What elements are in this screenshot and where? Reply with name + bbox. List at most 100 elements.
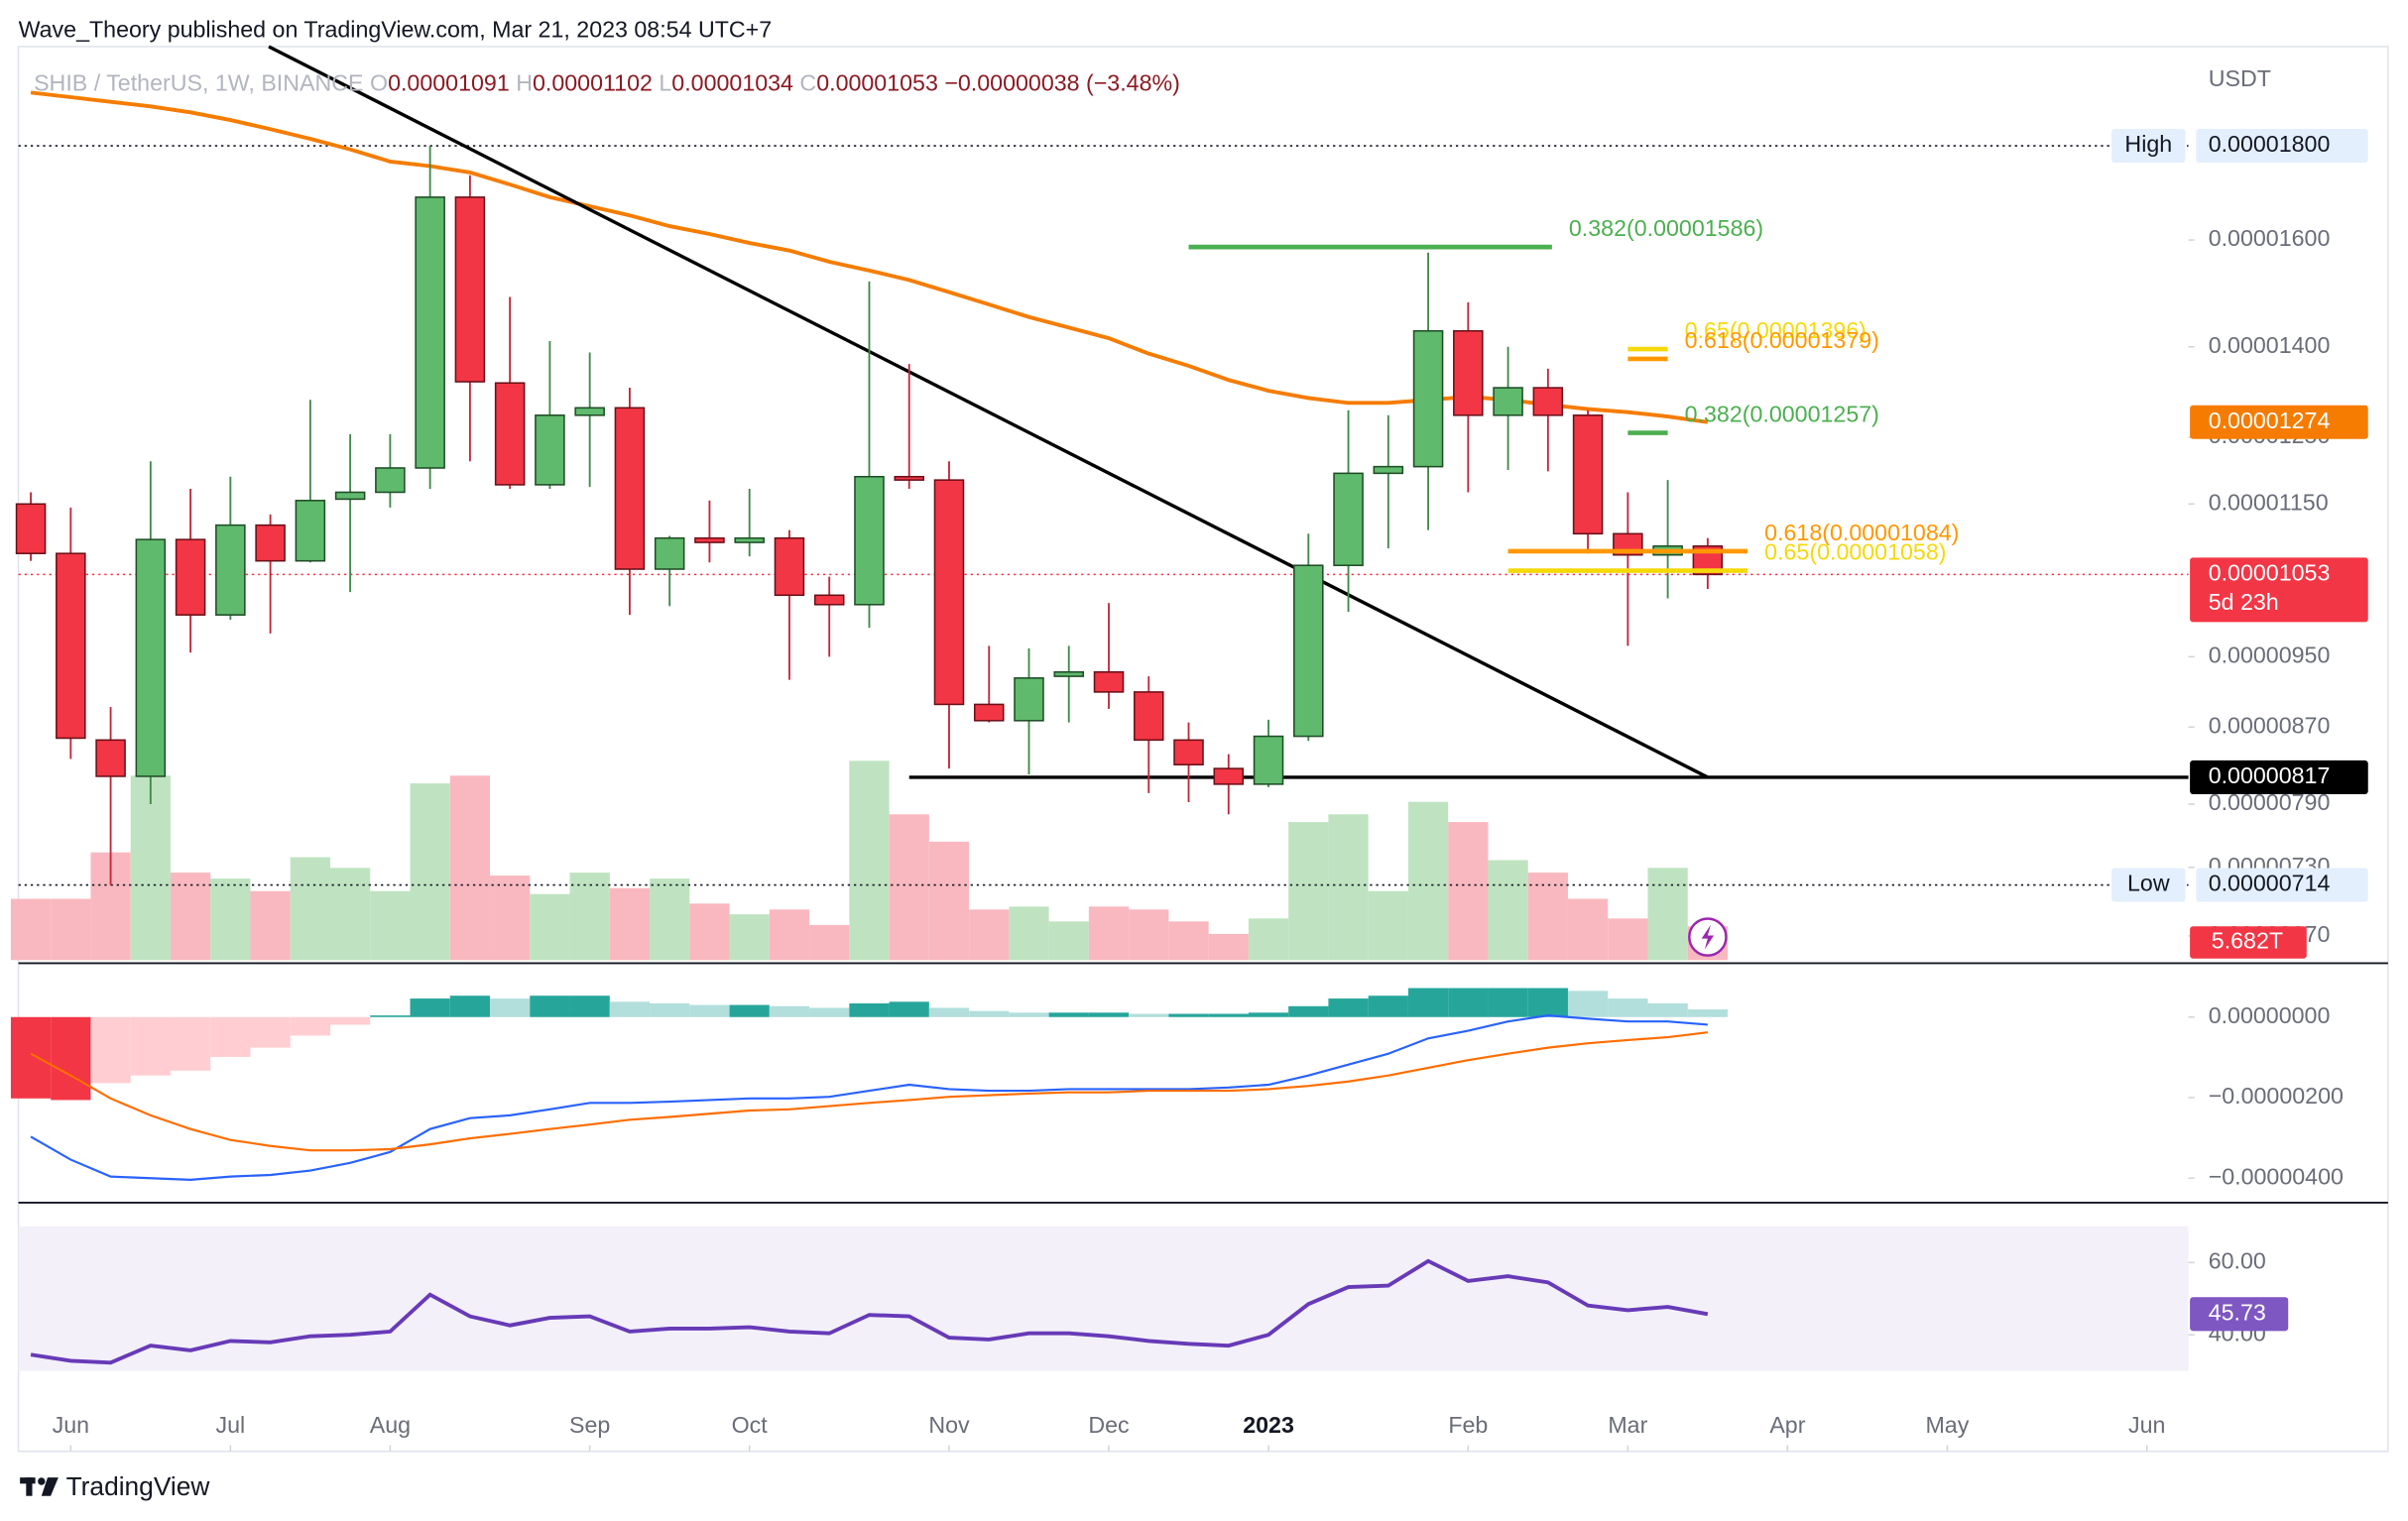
fib-label: 0.65(0.00001058) xyxy=(1764,539,1946,565)
x-tick-label: Aug xyxy=(370,1412,411,1438)
volume-bar xyxy=(210,878,251,961)
y-tick-label: 0.00000950 xyxy=(2209,642,2331,667)
candle-body xyxy=(1572,414,1604,535)
candle-body xyxy=(1373,465,1404,475)
volume-bar xyxy=(689,903,730,961)
candle-body xyxy=(375,467,406,494)
fib-label: 0.65(0.00001396) xyxy=(1685,317,1866,343)
macd-histogram-bar xyxy=(1168,1013,1209,1017)
candle-body xyxy=(15,503,47,554)
volume-bar xyxy=(1368,890,1408,961)
macd-histogram-bar xyxy=(210,1016,251,1057)
candle-body xyxy=(1173,739,1204,765)
high_marker-value-label: 0.00001800 xyxy=(2209,131,2331,157)
volume-bar xyxy=(729,914,770,961)
volume-bar xyxy=(490,876,531,961)
macd-histogram-bar xyxy=(889,1001,929,1017)
volume-bar xyxy=(1328,814,1369,961)
rsi-box xyxy=(2190,1297,2289,1332)
plot-layer: 0.000016000.000014000.000012500.00001150… xyxy=(10,45,2368,1452)
attribution: Wave_Theory published on TradingView.com… xyxy=(19,17,773,43)
candle-body xyxy=(734,536,765,543)
l-letter: L xyxy=(659,70,671,96)
macd-histogram-bar xyxy=(1448,988,1489,1017)
logo-part xyxy=(41,1477,59,1496)
volume-bar xyxy=(51,898,91,961)
candle-body xyxy=(894,475,924,481)
x-tick-label: Sep xyxy=(569,1412,610,1438)
macd-histogram-bar xyxy=(530,995,570,1017)
rsi-line xyxy=(30,1258,1709,1365)
candle-body xyxy=(334,491,366,501)
macd-histogram-bar xyxy=(90,1016,131,1084)
macd-line xyxy=(30,1014,1708,1181)
volume-bar xyxy=(928,841,970,961)
volume-bar xyxy=(1129,909,1169,961)
candle-body xyxy=(1453,329,1484,416)
volume-bar xyxy=(609,887,651,961)
volume-bar xyxy=(809,924,850,961)
candle-body xyxy=(1213,767,1245,785)
volume-bar xyxy=(10,898,52,961)
macd-histogram-bar xyxy=(1088,1012,1130,1017)
logo-part xyxy=(26,1477,33,1496)
rsi-tick-label: 60.00 xyxy=(2209,1247,2266,1273)
x-tick-label: Feb xyxy=(1448,1412,1488,1438)
macd-histogram-bar xyxy=(1129,1013,1169,1017)
macd-histogram-bar xyxy=(449,995,491,1017)
volume-bar xyxy=(1009,906,1049,961)
macd-histogram-bar xyxy=(490,998,531,1017)
candle-body xyxy=(1532,387,1564,416)
volume-bar xyxy=(530,893,570,961)
h-letter: H xyxy=(516,70,533,96)
high_marker-name-box xyxy=(2111,129,2186,164)
low_marker-value-label: 0.00000714 xyxy=(2209,871,2331,896)
volume-bar xyxy=(130,775,171,961)
candle-body xyxy=(574,407,605,416)
y-tick-label: 0.00001150 xyxy=(2209,489,2329,515)
x-tick-label: Dec xyxy=(1088,1412,1129,1438)
last-price-label: 0.00001053 xyxy=(2209,559,2331,585)
macd-histogram-bar xyxy=(1567,991,1609,1017)
tv-logo xyxy=(20,1477,59,1496)
candle-body xyxy=(255,524,286,562)
macd-histogram-bar xyxy=(290,1016,330,1036)
brand: TradingView xyxy=(66,1471,211,1501)
logo-part xyxy=(38,1477,46,1485)
last-price-box xyxy=(2190,557,2368,623)
candle-body xyxy=(1493,387,1523,416)
candle-body xyxy=(854,475,885,606)
candle-body xyxy=(1293,564,1324,738)
volume-bar xyxy=(1168,921,1209,961)
volume-bar xyxy=(1248,918,1289,961)
low_marker-name-box xyxy=(2111,868,2186,902)
macd-histogram-bar xyxy=(1608,998,1648,1017)
macd-histogram-bar xyxy=(1368,995,1408,1017)
low_marker-value-box xyxy=(2196,868,2368,902)
volume-bar xyxy=(1608,918,1648,961)
macd-histogram-bar xyxy=(370,1015,411,1017)
volume-bar xyxy=(370,890,411,961)
x-tick-label: Oct xyxy=(732,1412,769,1438)
candle-body xyxy=(1134,691,1164,742)
volume-bar xyxy=(290,857,330,961)
o-letter: O xyxy=(370,70,388,96)
symbol: SHIB / TetherUS, 1W, BINANCE xyxy=(34,70,363,96)
volume-bar xyxy=(1208,933,1249,961)
rsi-value-label: 45.73 xyxy=(2209,1299,2266,1325)
volume-bar xyxy=(1488,860,1528,961)
x-tick-label: 2023 xyxy=(1243,1412,1294,1438)
volume-bar xyxy=(1647,868,1688,961)
volume-bar xyxy=(1088,906,1130,961)
macd-histogram-bar xyxy=(1488,988,1528,1017)
last-price-extra: 5d 23h xyxy=(2209,589,2279,615)
change: −0.00000038 (−3.48%) xyxy=(944,70,1180,96)
volume-bar xyxy=(1048,921,1089,961)
macd-tick-label: −0.00000200 xyxy=(2209,1083,2344,1109)
x-tick-label: Jun xyxy=(2128,1412,2165,1438)
macd-histogram-bar xyxy=(410,998,450,1017)
trendline xyxy=(268,45,1709,779)
macd-histogram-bar xyxy=(1407,988,1449,1017)
macd-histogram-bar xyxy=(170,1016,211,1071)
support-price-label: 0.00000817 xyxy=(2209,762,2331,788)
